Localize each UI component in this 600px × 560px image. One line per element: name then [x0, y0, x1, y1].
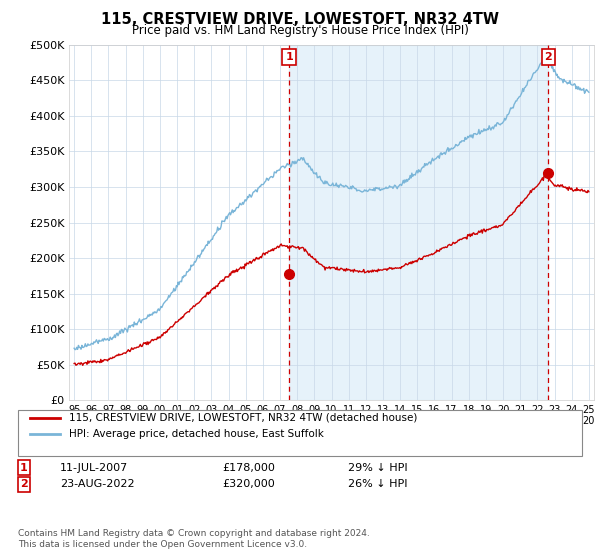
- Text: 23-AUG-2022: 23-AUG-2022: [60, 479, 134, 489]
- Text: 1: 1: [285, 52, 293, 62]
- Text: 115, CRESTVIEW DRIVE, LOWESTOFT, NR32 4TW: 115, CRESTVIEW DRIVE, LOWESTOFT, NR32 4T…: [101, 12, 499, 27]
- Text: £178,000: £178,000: [222, 463, 275, 473]
- Text: £320,000: £320,000: [222, 479, 275, 489]
- Bar: [289, 45, 548, 400]
- Text: Contains HM Land Registry data © Crown copyright and database right 2024.
This d: Contains HM Land Registry data © Crown c…: [18, 529, 370, 549]
- Text: Price paid vs. HM Land Registry's House Price Index (HPI): Price paid vs. HM Land Registry's House …: [131, 24, 469, 36]
- Text: 2: 2: [544, 52, 552, 62]
- Text: 1: 1: [20, 463, 28, 473]
- Text: 115, CRESTVIEW DRIVE, LOWESTOFT, NR32 4TW (detached house): 115, CRESTVIEW DRIVE, LOWESTOFT, NR32 4T…: [69, 413, 418, 423]
- Text: 26% ↓ HPI: 26% ↓ HPI: [348, 479, 407, 489]
- Text: 29% ↓ HPI: 29% ↓ HPI: [348, 463, 407, 473]
- Text: 2: 2: [20, 479, 28, 489]
- Text: 11-JUL-2007: 11-JUL-2007: [60, 463, 128, 473]
- Text: HPI: Average price, detached house, East Suffolk: HPI: Average price, detached house, East…: [69, 429, 324, 439]
